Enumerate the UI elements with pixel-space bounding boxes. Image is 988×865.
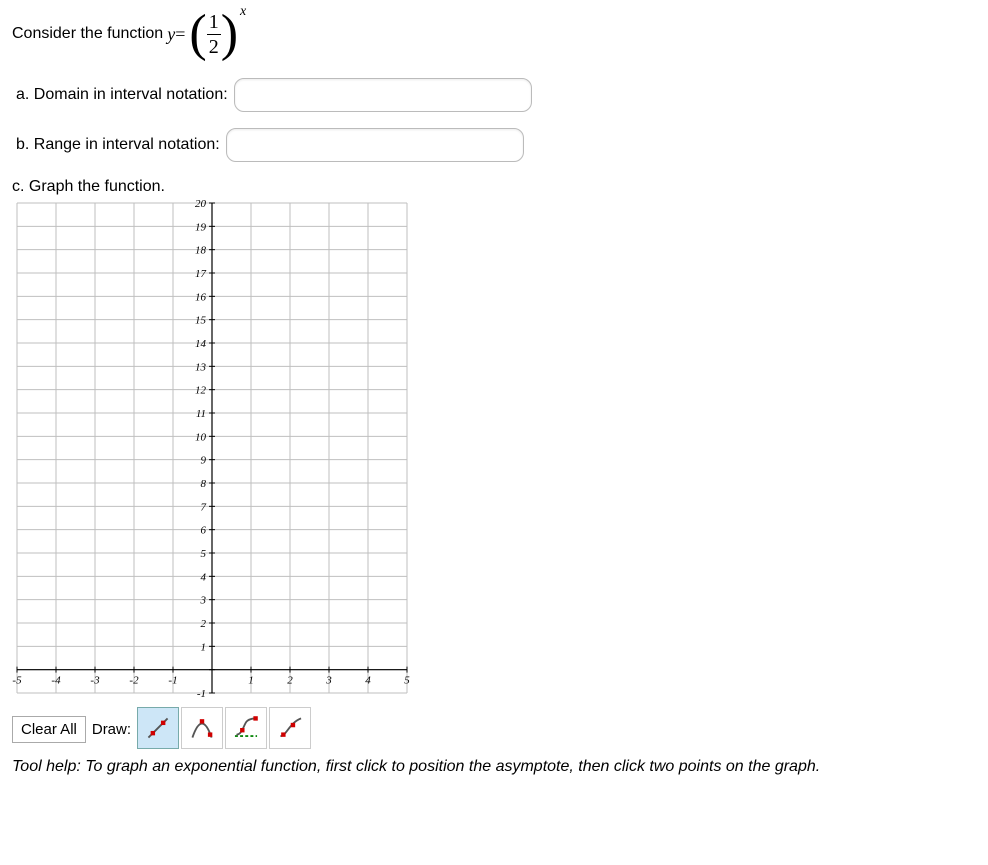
svg-text:14: 14 <box>195 338 207 350</box>
svg-text:5: 5 <box>404 675 410 687</box>
svg-text:9: 9 <box>201 455 207 467</box>
svg-text:2: 2 <box>287 675 293 687</box>
fraction-numerator: 1 <box>207 12 221 34</box>
draw-label: Draw: <box>92 721 131 738</box>
tool-buttons <box>135 707 311 752</box>
part-b-label: b. Range in interval notation: <box>16 136 220 154</box>
range-input[interactable] <box>226 128 524 162</box>
svg-text:1: 1 <box>248 675 254 687</box>
svg-text:-4: -4 <box>51 675 61 687</box>
prompt-prefix: Consider the function <box>12 25 163 43</box>
svg-text:20: 20 <box>195 198 207 210</box>
svg-text:16: 16 <box>195 291 207 303</box>
svg-text:-2: -2 <box>129 675 139 687</box>
fraction: 1 2 <box>207 12 221 57</box>
line-tool[interactable] <box>137 707 179 749</box>
clear-all-button[interactable]: Clear All <box>12 716 86 743</box>
tool-help-text: Tool help: To graph an exponential funct… <box>12 758 972 776</box>
svg-text:-1: -1 <box>168 675 177 687</box>
graph-svg[interactable]: 2019181716151413121110987654321-1-5-4-3-… <box>12 198 412 698</box>
svg-text:-3: -3 <box>90 675 100 687</box>
svg-text:17: 17 <box>195 268 207 280</box>
svg-text:13: 13 <box>195 361 207 373</box>
left-paren: ( <box>189 8 206 60</box>
domain-input[interactable] <box>234 78 532 112</box>
svg-text:-1: -1 <box>197 688 206 698</box>
svg-text:19: 19 <box>195 221 207 233</box>
graph-area[interactable]: 2019181716151413121110987654321-1-5-4-3-… <box>12 198 976 703</box>
svg-text:4: 4 <box>365 675 371 687</box>
curve-tool[interactable] <box>269 707 311 749</box>
svg-text:18: 18 <box>195 245 207 257</box>
svg-text:3: 3 <box>200 595 207 607</box>
svg-text:-5: -5 <box>12 675 22 687</box>
part-a-row: a. Domain in interval notation: <box>16 78 976 112</box>
part-c-label: c. Graph the function. <box>12 178 976 196</box>
equation-rhs: ( 1 2 ) x <box>189 8 246 60</box>
parabola-tool[interactable] <box>181 707 223 749</box>
svg-text:8: 8 <box>201 478 207 490</box>
svg-text:11: 11 <box>196 408 206 420</box>
part-a-label: a. Domain in interval notation: <box>16 86 228 104</box>
svg-text:15: 15 <box>195 315 207 327</box>
equation-exponent: x <box>240 4 246 20</box>
part-b-row: b. Range in interval notation: <box>16 128 976 162</box>
draw-toolbar: Clear All Draw: <box>12 707 976 752</box>
svg-text:12: 12 <box>195 385 207 397</box>
equation-equals: = <box>175 24 185 45</box>
fraction-denominator: 2 <box>207 34 221 57</box>
right-paren: ) <box>221 8 238 60</box>
svg-text:7: 7 <box>201 501 207 513</box>
svg-text:6: 6 <box>201 525 207 537</box>
svg-text:4: 4 <box>201 571 207 583</box>
svg-text:3: 3 <box>325 675 332 687</box>
svg-text:1: 1 <box>201 641 207 653</box>
svg-text:2: 2 <box>201 618 207 630</box>
svg-text:5: 5 <box>201 548 207 560</box>
equation-lhs-var: y <box>167 24 175 45</box>
svg-text:10: 10 <box>195 431 207 443</box>
asymptote-tool[interactable] <box>225 707 267 749</box>
prompt-line: Consider the function y = ( 1 2 ) x <box>12 8 976 60</box>
